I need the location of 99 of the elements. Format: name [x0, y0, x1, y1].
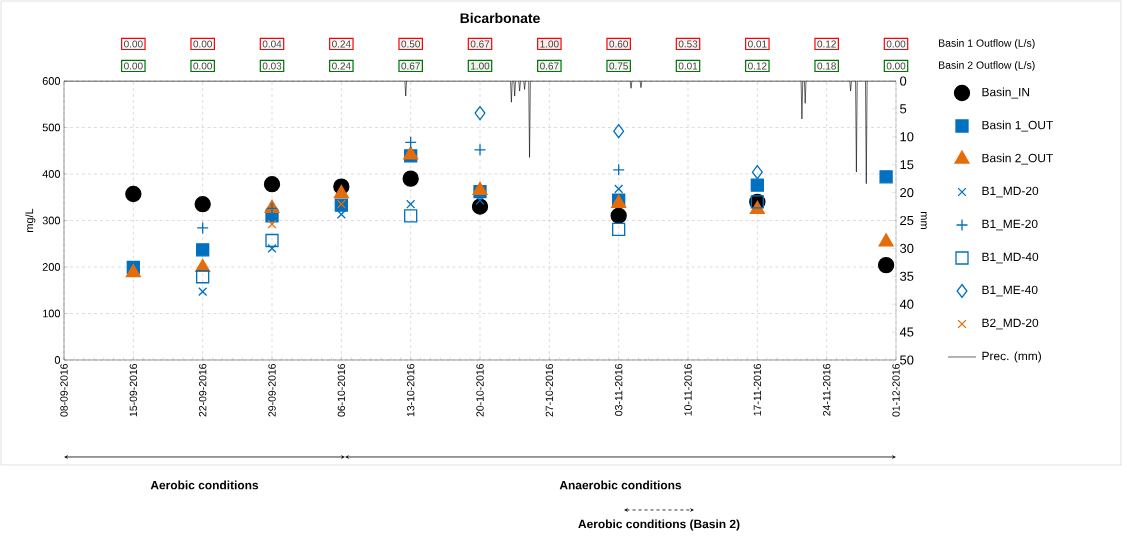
x-tick-label: 06-10-2016 [337, 363, 346, 417]
point [333, 184, 349, 199]
x-tick-label: 15-09-2016 [129, 363, 138, 417]
data-label: 1.00 [471, 62, 490, 70]
data-label: 0.00 [124, 62, 143, 70]
data-label: 0.00 [124, 40, 143, 48]
data-label: 1.00 [540, 40, 559, 48]
y2-tick-label: 45 [899, 327, 914, 337]
data-label: 0.12 [748, 62, 767, 70]
y-tick-label: 500 [42, 123, 61, 132]
data-label: 0.03 [262, 62, 282, 70]
point [751, 164, 763, 180]
legend-label: Prec. (mm) [982, 351, 1041, 363]
data-label: 0.67 [401, 62, 420, 70]
y2-tick-label: 30 [900, 243, 914, 253]
data-label: 0.01 [678, 62, 698, 70]
y-tick-label: 100 [43, 309, 61, 318]
legend-label: B1_MD-20 [982, 186, 1039, 198]
y2-tick-label: 40 [899, 299, 914, 309]
y-tick-label: 200 [42, 263, 61, 271]
x-tick-label: 17-11-2016 [753, 363, 762, 416]
x-tick-label: 08-09-2016 [60, 363, 68, 417]
data-label: 0.67 [540, 62, 559, 70]
y2-tick-label: 20 [900, 188, 914, 198]
data-label: 0.24 [332, 62, 351, 70]
legend-label: B2_MD-20 [982, 318, 1039, 330]
y-tick-label: 0 [54, 356, 61, 364]
x-tick-label: 03-11-2016 [614, 363, 623, 416]
data-label: 0.75 [609, 62, 628, 70]
point [750, 178, 764, 192]
y2-tick-label: 0 [900, 76, 907, 86]
point [263, 176, 281, 193]
y2-tick-label: 35 [900, 271, 914, 281]
point [612, 163, 625, 176]
x-tick-label: 22-09-2016 [198, 363, 207, 417]
data-label: 0.00 [193, 62, 212, 70]
x-tick-label: 13-10-2016 [406, 363, 415, 417]
data-label: 0.67 [470, 40, 490, 48]
point [125, 185, 142, 203]
point [196, 243, 210, 257]
y2-tick-label: 15 [900, 160, 914, 170]
point [613, 124, 625, 139]
x-tick-label: 01-12-2016 [892, 363, 900, 417]
data-label: 0.60 [609, 40, 628, 48]
data-label: 0.00 [193, 40, 212, 48]
point [267, 243, 277, 253]
data-label: 0.01 [748, 40, 767, 48]
y-axis-title: mg/L [25, 208, 36, 232]
point [474, 105, 486, 121]
y2-axis-title: mm [920, 212, 927, 229]
legend-label: B1_ME-20 [982, 219, 1038, 231]
legend-label: Basin_IN [982, 87, 1030, 99]
data-label: 0.18 [817, 62, 836, 70]
x-tick-label: 29-09-2016 [268, 363, 276, 417]
data-label: 0.50 [401, 40, 420, 48]
x-tick-label: 10-11-2016 [684, 363, 692, 416]
y-tick-label: 400 [42, 170, 61, 178]
data-label: 0.53 [678, 40, 698, 48]
x-tick-label: 20-10-2016 [476, 363, 484, 417]
point [406, 199, 416, 209]
y-tick-label: Basin 2 Outflow (L/s) [939, 61, 1035, 71]
point [267, 219, 277, 229]
point [198, 287, 208, 297]
text: Aerobic conditions [150, 480, 259, 490]
y-tick-label: 300 [42, 216, 61, 225]
point [610, 207, 627, 224]
y-tick-label: Basin 1 Outflow (L/s) [939, 39, 1035, 49]
data-label: 0.12 [817, 40, 836, 48]
y2-tick-label: 10 [900, 132, 914, 142]
y2-tick-label: 5 [900, 104, 907, 114]
point [196, 221, 209, 235]
text: Aerobic conditions (Basin 2) [578, 519, 740, 531]
y2-tick-label: 50 [900, 355, 914, 365]
point [879, 170, 893, 184]
point [877, 256, 895, 274]
data-label: 0.00 [886, 40, 906, 48]
data-label: 0.00 [886, 62, 906, 70]
data-label: 0.04 [262, 40, 282, 48]
legend-label: B1_MD-40 [982, 252, 1039, 264]
legend-label: Basin 2_OUT [982, 153, 1053, 165]
x-tick-label: 27-10-2016 [545, 363, 554, 417]
legend-label: Basin 1_OUT [982, 120, 1053, 132]
y-tick-label: 600 [42, 77, 61, 85]
point [404, 209, 418, 223]
point [473, 143, 487, 156]
chart-title: Bicarbonate [460, 12, 540, 24]
y2-tick-label: 25 [900, 215, 914, 226]
point [402, 170, 419, 187]
x-tick-label: 24-11-2016 [822, 363, 831, 416]
point [878, 233, 894, 247]
point [196, 270, 210, 284]
point [614, 184, 624, 194]
point [612, 222, 626, 236]
point [404, 136, 417, 149]
text: Anaerobic conditions [559, 480, 682, 490]
data-label: 0.24 [332, 40, 351, 48]
point [194, 196, 211, 213]
point [265, 233, 279, 248]
legend-label: B1_ME-40 [982, 285, 1038, 297]
